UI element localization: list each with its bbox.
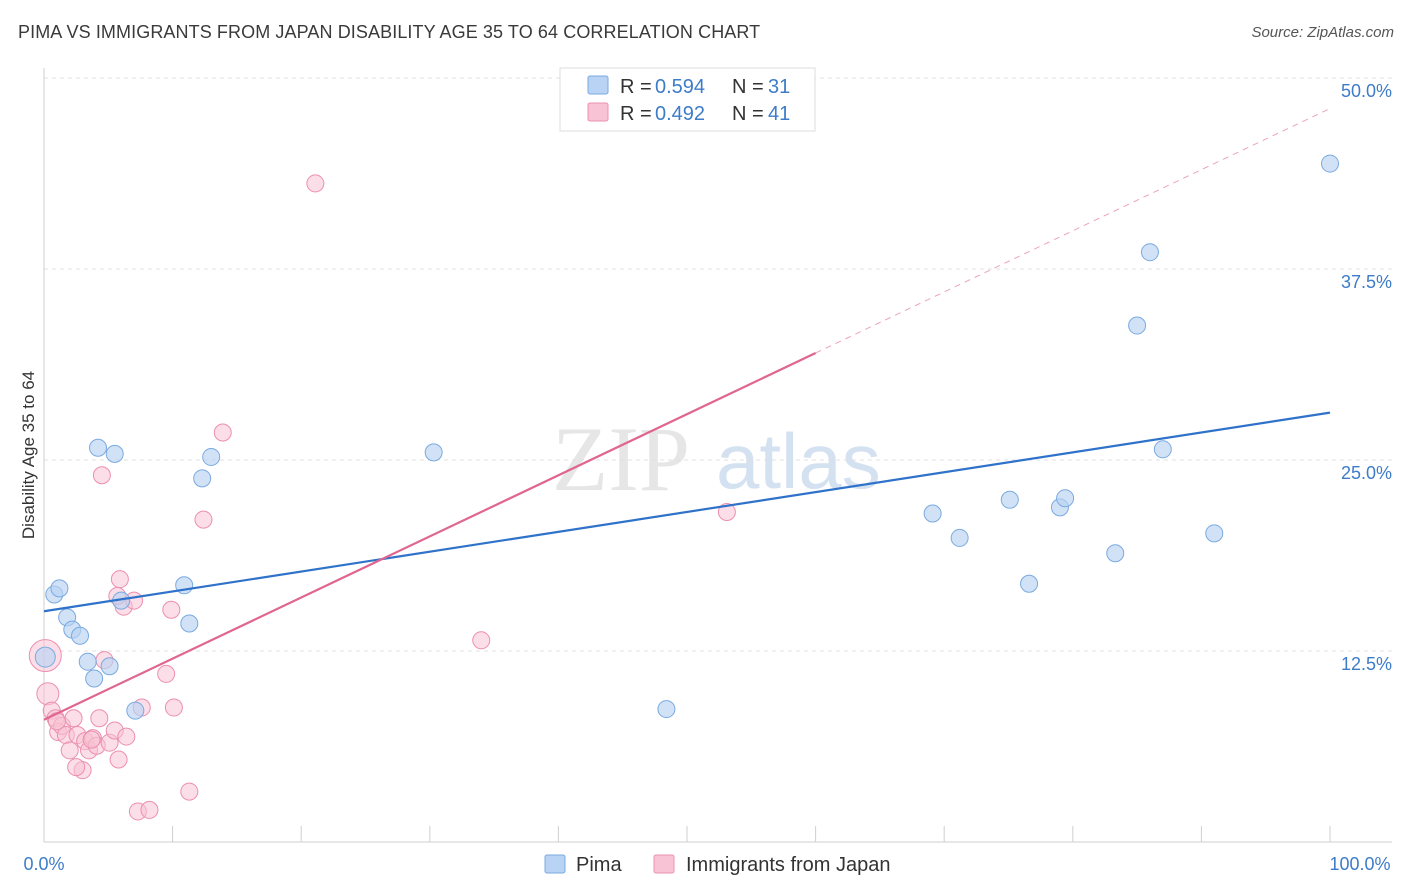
- legend-japan-r-value: 0.492: [655, 103, 705, 125]
- legend-japan-n-label: N =: [732, 103, 764, 125]
- pima-point: [657, 700, 676, 719]
- y-tick-label: 12.5%: [1341, 654, 1392, 674]
- japan-trend-line: [43, 352, 817, 721]
- pima-point: [180, 614, 199, 633]
- pima-point: [1205, 524, 1224, 543]
- legend-bottom: Pima Immigrants from Japan: [544, 854, 891, 876]
- legend-pima-r-label: R =: [620, 76, 652, 98]
- legend-pima-swatch: [587, 75, 609, 95]
- legend-bottom-japan-label: Immigrants from Japan: [686, 854, 891, 876]
- pima-point: [85, 669, 104, 688]
- pima-point: [1020, 574, 1039, 593]
- pima-point: [78, 652, 97, 671]
- japan-point: [213, 423, 232, 442]
- japan-point: [117, 727, 136, 746]
- japan-point: [60, 741, 79, 760]
- legend-bottom-pima-swatch: [544, 854, 566, 874]
- legend-bottom-japan-swatch: [653, 854, 675, 874]
- chart-title: PIMA VS IMMIGRANTS FROM JAPAN DISABILITY…: [18, 22, 761, 42]
- japan-point: [64, 709, 83, 728]
- japan-point: [82, 730, 101, 749]
- pima-point: [1128, 316, 1147, 335]
- pima-point: [1056, 489, 1075, 508]
- japan-point: [472, 631, 491, 650]
- pima-point: [424, 443, 443, 462]
- japan-point: [109, 750, 128, 769]
- pima-point: [923, 504, 942, 523]
- y-tick-labels: 12.5% 25.0% 37.5% 50.0%: [1341, 81, 1392, 674]
- japan-trend-extension: [815, 108, 1331, 354]
- japan-point: [36, 682, 60, 706]
- legend-japan-r-label: R =: [620, 103, 652, 125]
- grid-lines: [44, 77, 1392, 652]
- japan-point: [717, 502, 736, 521]
- pima-point: [1000, 490, 1019, 509]
- pima-point: [126, 701, 145, 720]
- y-tick-label: 50.0%: [1341, 81, 1392, 101]
- x-tick-label-max: 100.0%: [1329, 854, 1390, 874]
- legend-japan-n-value: 41: [768, 103, 790, 125]
- pima-point: [34, 646, 56, 668]
- legend-top: R = 0.594 N = 31 R = 0.492 N = 41: [559, 67, 816, 132]
- pima-point: [89, 438, 108, 457]
- japan-point: [157, 664, 176, 683]
- pima-point: [1140, 243, 1159, 262]
- japan-point: [110, 570, 129, 589]
- pima-point: [202, 447, 221, 466]
- pima-trend-line: [43, 411, 1331, 613]
- pima-point: [71, 626, 90, 645]
- y-tick-label: 37.5%: [1341, 272, 1392, 292]
- x-ticks: [43, 826, 1331, 842]
- legend-bottom-pima-label: Pima: [576, 854, 622, 876]
- japan-point: [140, 800, 159, 819]
- pima-point: [1321, 154, 1339, 173]
- japan-point: [164, 698, 183, 717]
- legend-pima-n-label: N =: [732, 76, 764, 98]
- y-axis-label: Disability Age 35 to 64: [19, 371, 38, 539]
- pima-point: [100, 657, 119, 676]
- source-credit: Source: ZipAtlas.com: [1251, 24, 1394, 41]
- japan-point: [162, 600, 181, 619]
- pima-point: [105, 444, 124, 463]
- legend-japan-swatch: [587, 102, 609, 122]
- japan-point: [180, 782, 199, 801]
- pima-points: [34, 154, 1339, 720]
- japan-point: [90, 709, 109, 728]
- pima-point: [50, 579, 69, 598]
- trend-lines: [43, 108, 1331, 721]
- japan-point: [194, 510, 213, 529]
- pima-point: [1106, 544, 1125, 563]
- watermark-atlas: atlas: [716, 417, 881, 505]
- pima-point: [950, 528, 969, 547]
- legend-pima-r-value: 0.594: [655, 76, 705, 98]
- japan-point: [306, 174, 325, 193]
- japan-point: [67, 758, 86, 777]
- japan-point: [92, 466, 111, 485]
- y-tick-label: 25.0%: [1341, 463, 1392, 483]
- pima-point: [193, 469, 212, 488]
- pima-point: [1153, 440, 1172, 459]
- x-tick-label-min: 0.0%: [23, 854, 64, 874]
- watermark-zip: ZIP: [552, 408, 690, 510]
- legend-pima-n-value: 31: [768, 76, 790, 98]
